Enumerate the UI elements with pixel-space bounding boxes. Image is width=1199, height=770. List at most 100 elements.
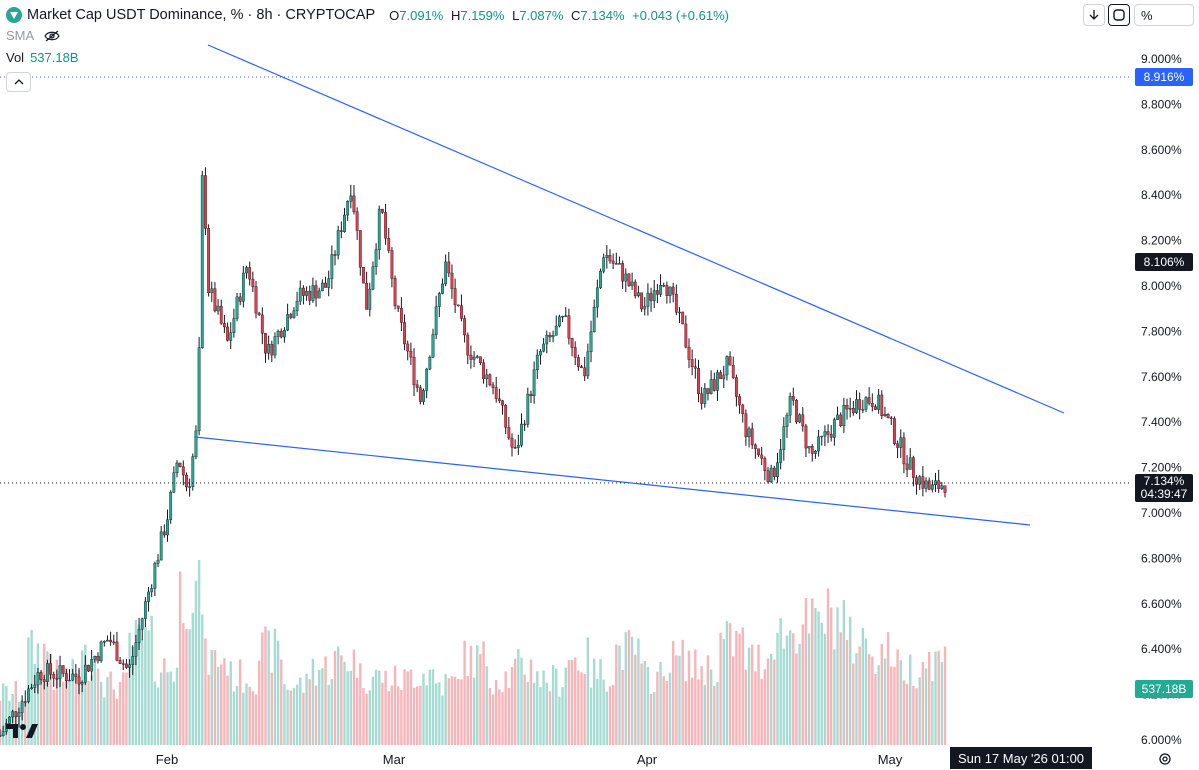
candle-body — [355, 211, 359, 231]
volume-bar — [523, 674, 526, 745]
volume-bar — [425, 685, 428, 745]
collapse-legend-button[interactable] — [6, 72, 31, 92]
candle-body — [772, 467, 776, 477]
volume-bar — [675, 655, 678, 745]
price-tick-label: 7.000% — [1141, 506, 1182, 520]
volume-bar — [615, 644, 618, 745]
volume-bar — [90, 675, 93, 745]
volume-bar — [336, 646, 340, 745]
candle-body — [106, 639, 109, 642]
legend-sma[interactable]: SMA — [6, 28, 60, 43]
candle-body — [346, 201, 350, 216]
candle-body — [709, 379, 713, 394]
volume-bar — [488, 688, 492, 745]
candle-body — [731, 364, 735, 378]
candle-body — [529, 393, 533, 397]
candle-body — [292, 310, 296, 318]
candle-body — [842, 405, 846, 427]
candle-body — [832, 419, 836, 438]
tradingview-logo-icon — [6, 724, 38, 738]
candle-body — [488, 374, 492, 386]
volume-bar — [558, 696, 561, 745]
candle-body — [763, 458, 767, 471]
volume-bar — [397, 686, 400, 745]
candle-body — [858, 399, 862, 410]
candle-body — [30, 687, 34, 690]
volume-bar — [207, 674, 210, 745]
candle-body — [125, 663, 128, 668]
volume-bar — [943, 646, 947, 745]
candle-body — [614, 263, 618, 265]
volume-bar — [327, 684, 330, 745]
volume-bar — [656, 671, 659, 745]
candle-body — [940, 485, 944, 489]
candle-body — [191, 456, 195, 487]
candle-body — [178, 462, 182, 467]
gear-icon[interactable] — [1158, 752, 1172, 766]
volume-bar — [122, 672, 125, 745]
volume-bar — [536, 671, 539, 745]
volume-bar — [785, 635, 789, 745]
candle-body — [384, 212, 387, 239]
volume-bar — [125, 672, 128, 745]
candle-body — [204, 175, 207, 229]
volume-bar — [659, 661, 662, 745]
scroll-to-latest-button[interactable] — [1083, 4, 1105, 26]
candle-body — [112, 641, 116, 644]
candle-body — [257, 312, 261, 316]
volume-bar — [608, 686, 612, 745]
volume-bar — [561, 687, 564, 745]
candle-body — [551, 335, 555, 338]
volume-bar — [191, 612, 194, 745]
volume-bar — [709, 669, 713, 745]
hidden-eye-icon[interactable] — [44, 30, 60, 42]
low-value: 7.087% — [519, 7, 564, 23]
volume-bar — [542, 670, 545, 745]
volume-bar — [153, 681, 157, 745]
candle-body — [867, 397, 871, 404]
volume-bar — [352, 649, 356, 745]
candle-body — [156, 559, 160, 564]
volume-bar — [406, 671, 409, 745]
auto-scale-button[interactable] — [1108, 4, 1130, 26]
candle-body — [855, 399, 858, 413]
candle-body — [153, 563, 157, 589]
volume-bar — [213, 650, 217, 745]
legend-volume[interactable]: Vol 537.18B — [6, 50, 79, 65]
candle-body — [943, 485, 947, 493]
candle-body — [655, 290, 659, 295]
volume-bar — [447, 678, 450, 745]
candle-body — [807, 446, 811, 449]
volume-bar — [640, 663, 643, 745]
volume-bar — [836, 607, 839, 745]
volume-bar — [289, 690, 292, 745]
price-tick-label: 7.800% — [1141, 324, 1182, 338]
arrow-down-icon — [1089, 10, 1099, 20]
symbol-title[interactable]: Market Cap USDT Dominance, % · 8h · CRYP… — [27, 7, 376, 23]
candle-body — [317, 290, 321, 299]
volume-bar — [384, 670, 387, 745]
candle-body — [753, 444, 757, 449]
candle-body — [77, 676, 81, 685]
candle-body — [453, 288, 457, 306]
candle-body — [39, 672, 43, 680]
candle-body — [27, 688, 30, 702]
candle-body — [624, 273, 628, 282]
volume-bar — [646, 666, 650, 745]
candle-body — [0, 735, 2, 737]
volume-bar — [103, 697, 106, 745]
scale-mode-button[interactable]: % — [1134, 4, 1194, 26]
volume-bar — [548, 691, 552, 745]
volume-axis-tag: 537.18B — [1135, 680, 1193, 698]
candle-body — [289, 314, 293, 318]
volume-bar — [665, 681, 669, 745]
candle-body — [64, 673, 68, 681]
volume-bar — [855, 653, 858, 745]
candle-body — [640, 292, 643, 310]
volume-bar — [485, 666, 488, 745]
volume-bar — [940, 662, 944, 745]
volume-bar — [216, 666, 220, 745]
candle-body — [447, 261, 451, 274]
candle-body — [851, 408, 855, 413]
